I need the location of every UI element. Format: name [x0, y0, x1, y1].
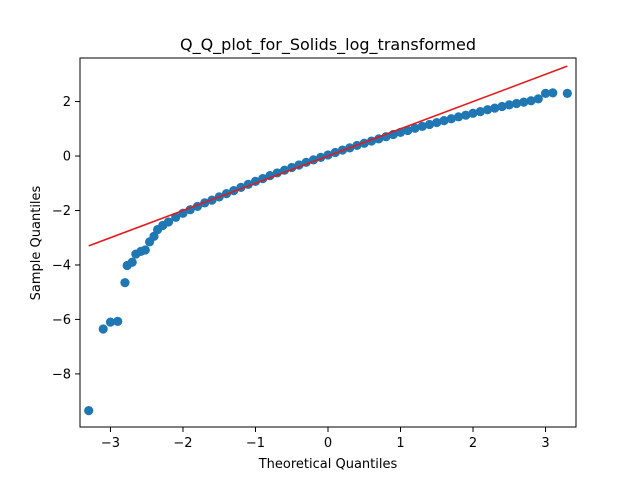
- x-tick-label: −1: [246, 436, 265, 451]
- qq-point: [490, 103, 500, 113]
- x-tick-label: 3: [541, 436, 549, 451]
- qq-point: [410, 123, 420, 133]
- qq-point: [526, 96, 536, 106]
- qq-point: [432, 117, 442, 128]
- qq-point: [453, 112, 464, 122]
- qq-point: [163, 217, 174, 227]
- qq-point: [540, 88, 551, 99]
- qq-point: [171, 212, 181, 222]
- qq-point: [417, 121, 427, 131]
- qq-point: [84, 406, 94, 416]
- y-tick-label: 2: [63, 95, 71, 110]
- qq-point: [511, 98, 522, 109]
- qq-point: [149, 231, 159, 241]
- y-axis-label: Sample Quantiles: [29, 185, 44, 300]
- y-axis-ticks: −8 −6 −4 −2 0 2: [52, 95, 80, 382]
- qq-point: [475, 107, 485, 117]
- y-tick-label: −6: [52, 313, 71, 328]
- x-tick-label: 2: [469, 436, 477, 451]
- y-tick-label: 0: [63, 150, 71, 165]
- chart-title: Q_Q_plot_for_Solids_log_transformed: [180, 35, 476, 55]
- qq-point: [403, 125, 413, 136]
- qq-point: [439, 116, 449, 126]
- qq-point: [504, 100, 514, 110]
- x-tick-label: −3: [101, 436, 120, 451]
- x-tick-label: 0: [324, 436, 332, 451]
- qq-point: [497, 101, 507, 112]
- qq-point: [482, 105, 493, 115]
- qq-point: [105, 317, 116, 327]
- qq-point: [562, 88, 572, 99]
- y-tick-label: −2: [52, 204, 71, 219]
- qq-point: [519, 97, 529, 107]
- qq-point: [446, 114, 456, 124]
- plot-area: [79, 57, 577, 428]
- qq-point: [424, 119, 435, 130]
- x-tick-label: 1: [396, 436, 404, 451]
- x-axis-ticks: −3 −2 −1 0 1 2 3: [101, 427, 550, 451]
- qq-point: [120, 278, 130, 288]
- qq-point: [127, 257, 137, 267]
- y-tick-label: −4: [52, 258, 71, 273]
- y-tick-label: −8: [52, 367, 71, 382]
- x-axis-label: Theoretical Quantiles: [258, 457, 398, 472]
- reference-line: [88, 65, 568, 247]
- qq-point: [533, 94, 543, 104]
- qq-point: [468, 108, 478, 118]
- qq-point: [140, 245, 150, 255]
- qq-point: [98, 324, 108, 334]
- x-tick-label: −2: [173, 436, 192, 451]
- qq-point: [461, 110, 471, 120]
- qq-point: [548, 88, 558, 98]
- qq-point: [113, 316, 123, 326]
